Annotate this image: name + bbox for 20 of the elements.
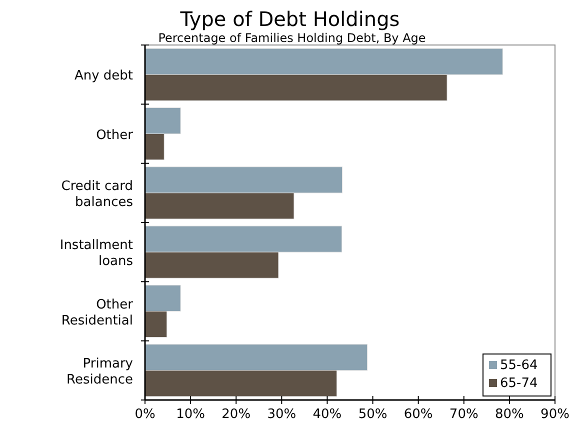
y-tick-label: Any debt [74, 68, 133, 84]
legend-label: 65-74 [500, 376, 538, 391]
chart-title: Type of Debt Holdings [179, 7, 400, 31]
x-tick-label: 90% [540, 407, 570, 422]
y-tick-label: Installment loans [60, 238, 134, 270]
x-tick-label: 10% [176, 407, 206, 422]
chart-subtitle: Percentage of Families Holding Debt, By Age [158, 31, 426, 45]
legend-label: 55-64 [500, 358, 538, 373]
x-tick-label: 40% [312, 407, 342, 422]
x-tick-label: 30% [267, 407, 296, 422]
x-tick-label: 20% [222, 407, 251, 422]
y-tick-label: Other [96, 128, 134, 143]
x-tick-label: 60% [404, 407, 433, 422]
x-tick-label: 0% [134, 407, 156, 422]
x-tick-label: 70% [449, 407, 478, 422]
x-tick-label: 50% [358, 407, 388, 422]
x-tick-label: 80% [494, 407, 524, 422]
y-tick-label: Credit card balances [61, 178, 134, 210]
y-tick-label: Other Residential [61, 297, 134, 328]
y-tick-label: Primary Residence [66, 356, 134, 388]
